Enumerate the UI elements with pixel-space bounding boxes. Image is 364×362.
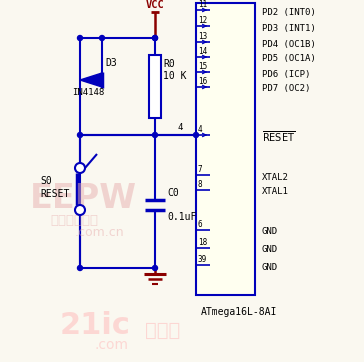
Text: PD4 (OC1B): PD4 (OC1B) bbox=[262, 39, 316, 49]
Text: XTAL1: XTAL1 bbox=[262, 188, 289, 197]
Text: 电子网: 电子网 bbox=[145, 320, 180, 340]
Text: R0: R0 bbox=[163, 59, 175, 69]
Bar bbox=[149, 55, 161, 118]
Text: 4: 4 bbox=[198, 125, 203, 134]
Text: 8: 8 bbox=[198, 180, 203, 189]
Text: PD7 (OC2): PD7 (OC2) bbox=[262, 84, 310, 93]
Text: C0: C0 bbox=[167, 188, 179, 198]
Text: EEPW: EEPW bbox=[30, 181, 137, 215]
Text: 15: 15 bbox=[198, 62, 207, 71]
Text: RESET: RESET bbox=[40, 189, 70, 199]
Text: 7: 7 bbox=[198, 165, 203, 174]
Text: 39: 39 bbox=[198, 255, 207, 264]
Circle shape bbox=[78, 265, 83, 270]
Text: 21ic: 21ic bbox=[60, 311, 131, 340]
Circle shape bbox=[153, 265, 158, 270]
Circle shape bbox=[153, 35, 158, 41]
Circle shape bbox=[78, 35, 83, 41]
Text: XTAL2: XTAL2 bbox=[262, 173, 289, 181]
Text: D3: D3 bbox=[105, 58, 117, 68]
Text: GND: GND bbox=[262, 227, 278, 236]
Text: 0.1uF: 0.1uF bbox=[167, 212, 196, 222]
Circle shape bbox=[194, 132, 198, 138]
Circle shape bbox=[153, 35, 158, 41]
Circle shape bbox=[75, 163, 85, 173]
Bar bbox=[196, 3, 255, 295]
Polygon shape bbox=[80, 73, 102, 87]
Text: .com: .com bbox=[95, 338, 129, 352]
Text: 18: 18 bbox=[198, 238, 207, 247]
Text: PD6 (ICP): PD6 (ICP) bbox=[262, 70, 310, 79]
Text: PD5 (OC1A): PD5 (OC1A) bbox=[262, 55, 316, 63]
Circle shape bbox=[78, 132, 83, 138]
Text: VCC: VCC bbox=[146, 0, 165, 10]
Text: 13: 13 bbox=[198, 32, 207, 41]
Text: 6: 6 bbox=[198, 220, 203, 229]
Text: 10 K: 10 K bbox=[163, 71, 186, 81]
Circle shape bbox=[99, 35, 104, 41]
Text: 16: 16 bbox=[198, 77, 207, 86]
Circle shape bbox=[75, 205, 85, 215]
Text: S0: S0 bbox=[40, 176, 52, 186]
Text: IN4148: IN4148 bbox=[72, 88, 104, 97]
Text: $\overline{\mathrm{RESET}}$: $\overline{\mathrm{RESET}}$ bbox=[262, 130, 295, 144]
Text: GND: GND bbox=[262, 262, 278, 272]
Text: 12: 12 bbox=[198, 16, 207, 25]
Text: PD2 (INT0): PD2 (INT0) bbox=[262, 8, 316, 17]
Circle shape bbox=[153, 132, 158, 138]
Text: GND: GND bbox=[262, 245, 278, 254]
Text: ATmega16L-8AI: ATmega16L-8AI bbox=[201, 307, 277, 317]
Text: PD3 (INT1): PD3 (INT1) bbox=[262, 24, 316, 33]
Text: 电子产品世界: 电子产品世界 bbox=[50, 214, 98, 227]
Text: 11: 11 bbox=[198, 0, 207, 9]
Text: 4: 4 bbox=[177, 123, 183, 132]
Text: 14: 14 bbox=[198, 47, 207, 56]
Text: .com.cn: .com.cn bbox=[75, 227, 124, 240]
